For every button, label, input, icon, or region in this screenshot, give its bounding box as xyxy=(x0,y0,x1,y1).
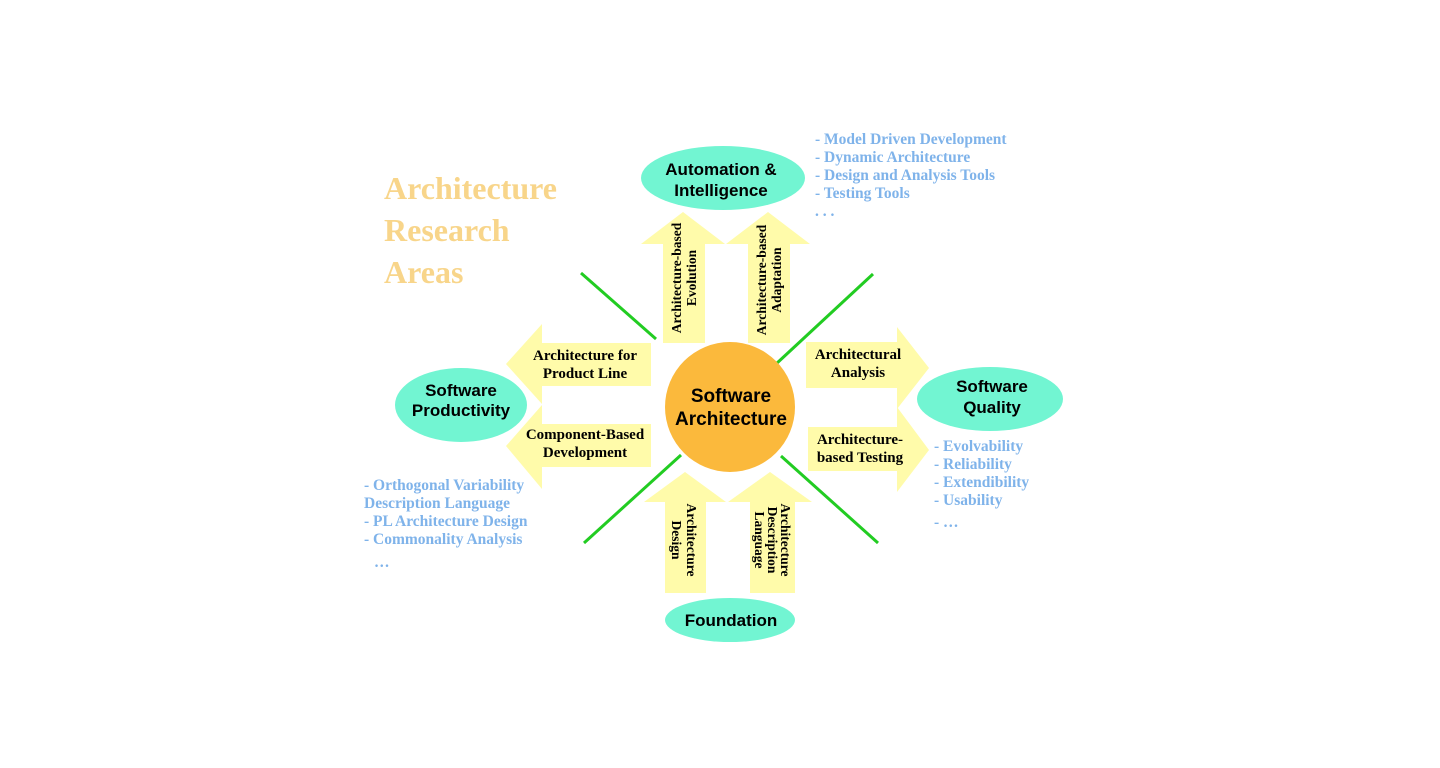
center-circle xyxy=(665,342,795,472)
node-quality-line-1: Software xyxy=(956,377,1028,396)
note-automation-3: - Design and Analysis Tools xyxy=(815,167,995,184)
center-label-line-2: Architecture xyxy=(675,409,787,430)
arrow-adl-label-2: Description xyxy=(765,507,780,574)
arrow-adaptation-label-1: Architecture-based xyxy=(754,224,769,335)
node-productivity-line-2: Productivity xyxy=(412,401,511,420)
note-automation-4: - Testing Tools xyxy=(815,185,910,202)
node-automation-line-2: Intelligence xyxy=(674,181,768,200)
arrow-design-label: Architecture Design xyxy=(669,504,699,577)
node-foundation-label: Foundation xyxy=(685,611,778,630)
arrow-adl xyxy=(728,472,812,593)
node-automation xyxy=(641,146,805,210)
node-foundation xyxy=(665,598,795,642)
arrow-product-line-label-2: Product Line xyxy=(543,366,628,382)
note-productivity-3: - PL Architecture Design xyxy=(364,513,528,530)
arrow-design-label-2: Design xyxy=(669,520,684,559)
note-productivity-2: Description Language xyxy=(364,495,510,512)
node-productivity-line-1: Software xyxy=(425,381,497,400)
diagonal-line-bottom-left xyxy=(582,453,683,545)
arrow-adl-label: Architecture Description Language xyxy=(752,504,793,577)
node-automation-line-1: Automation & xyxy=(665,160,776,179)
arrow-product-line xyxy=(506,324,651,404)
title-line-2: Research xyxy=(384,212,510,248)
node-quality-line-2: Quality xyxy=(963,398,1021,417)
note-productivity-1: - Orthogonal Variability xyxy=(364,477,524,494)
arrow-cbd-label-2: Development xyxy=(543,445,627,461)
title-line-1: Architecture xyxy=(384,170,557,206)
note-quality-5: - … xyxy=(934,514,959,531)
arrow-architecture-testing xyxy=(808,407,929,492)
arrow-adaptation-label-2: Adaptation xyxy=(769,247,784,313)
note-quality-1: - Evolvability xyxy=(934,438,1023,455)
arrow-cbd-label-1: Component-Based xyxy=(526,427,645,443)
note-automation-1: - Model Driven Development xyxy=(815,131,1007,148)
note-quality-2: - Reliability xyxy=(934,456,1012,473)
arrow-adaptation xyxy=(726,212,810,343)
diagonal-line-top-right xyxy=(774,272,875,366)
diagonal-line-bottom-right xyxy=(779,454,880,545)
note-quality-4: - Usability xyxy=(934,492,1003,509)
note-productivity-5: … xyxy=(374,554,390,571)
arrow-product-line-label-1: Architecture for xyxy=(533,348,637,364)
node-productivity xyxy=(395,368,527,442)
arrow-design xyxy=(644,472,726,593)
arrow-testing-label-1: Architecture- xyxy=(817,432,903,448)
title-line-3: Areas xyxy=(384,254,463,290)
arrow-adaptation-label: Architecture-based Adaptation xyxy=(754,224,784,335)
arrow-architectural-analysis xyxy=(806,327,929,409)
arrow-adl-label-3: Language xyxy=(752,511,767,568)
note-automation-5: . . . xyxy=(815,203,835,220)
arrow-evolution-label: Architecture-based Evolution xyxy=(669,222,699,333)
arrow-adl-label-1: Architecture xyxy=(778,504,793,577)
arrow-evolution xyxy=(641,212,725,343)
arrow-component-based xyxy=(506,405,651,489)
diagonal-line-top-left xyxy=(580,271,657,341)
arrow-testing-label-2: based Testing xyxy=(817,450,904,466)
arrow-analysis-label-2: Analysis xyxy=(831,365,885,381)
arrow-design-label-1: Architecture xyxy=(684,504,699,577)
note-automation-2: - Dynamic Architecture xyxy=(815,149,970,166)
node-quality xyxy=(917,367,1063,431)
note-productivity-4: - Commonality Analysis xyxy=(364,531,522,548)
arrow-evolution-label-1: Architecture-based xyxy=(669,222,684,333)
center-label-line-1: Software xyxy=(691,386,771,407)
arrow-analysis-label-1: Architectural xyxy=(815,347,901,363)
note-quality-3: - Extendibility xyxy=(934,474,1029,491)
arrow-evolution-label-2: Evolution xyxy=(684,249,699,306)
